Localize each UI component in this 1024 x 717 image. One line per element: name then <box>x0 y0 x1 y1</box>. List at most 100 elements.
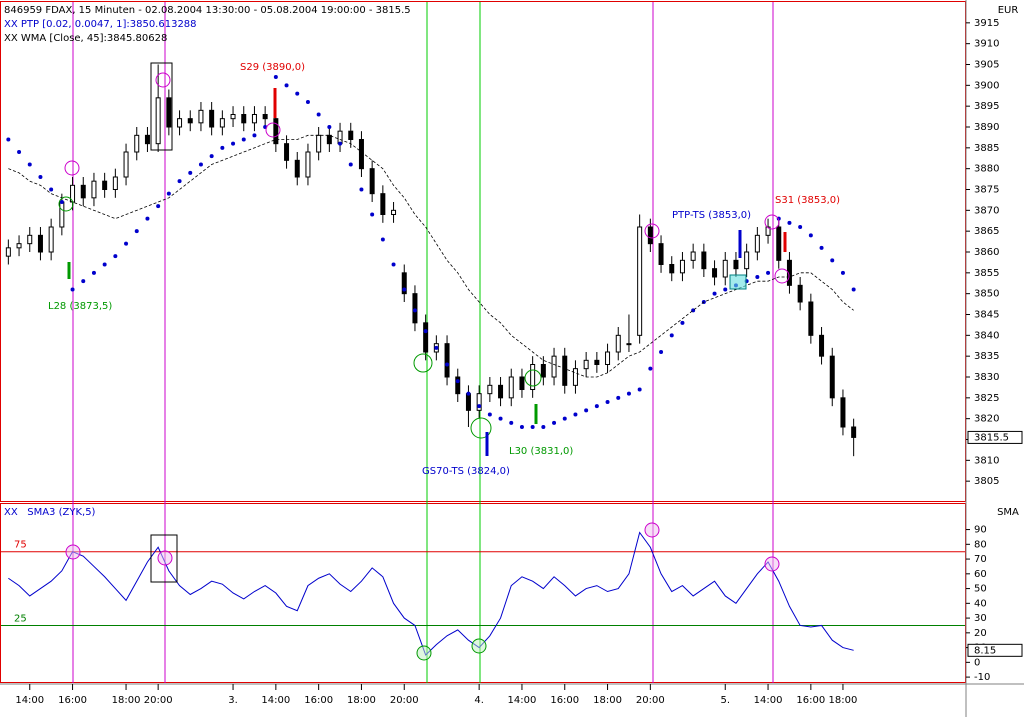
y-tick-label: 3900 <box>974 80 999 91</box>
candle-body <box>840 397 846 428</box>
ptp-dot <box>798 225 803 229</box>
candle-body <box>284 143 290 161</box>
oscillator-line <box>8 531 854 656</box>
candle-body <box>251 114 257 124</box>
candle-body <box>262 114 268 120</box>
candle-body <box>658 243 664 266</box>
candle-body <box>615 334 621 353</box>
bottom-circle <box>58 196 74 212</box>
y-tick-label: 3805 <box>974 476 999 487</box>
ptp-dot <box>616 395 621 400</box>
y-tick-label: 3885 <box>974 143 999 154</box>
ptp-dot <box>819 245 824 250</box>
highlight-box <box>150 534 178 583</box>
x-tick-label: 14:00 <box>15 695 44 706</box>
y-tick-label: 3850 <box>974 289 999 300</box>
candle-body <box>412 293 418 324</box>
ptp-dot <box>402 287 407 292</box>
candle-body <box>123 151 129 178</box>
legend-entry: XX PTP [0.02, 0.0047, 1]:3850.613288 <box>4 19 197 30</box>
candle-body <box>391 209 397 215</box>
x-tick-label: 14:00 <box>754 695 783 706</box>
ptp-dot <box>124 241 129 246</box>
ptp-dot <box>498 416 503 421</box>
x-tick-label: 18:00 <box>347 695 376 706</box>
candle-body <box>819 334 825 357</box>
ptp-dot <box>766 270 771 275</box>
candle-body <box>187 118 193 124</box>
ptp-dot <box>17 150 22 154</box>
candle-body <box>519 376 525 390</box>
candle-body <box>80 184 86 199</box>
y-tick-label: 3915 <box>974 18 999 29</box>
ptp-dot <box>712 291 717 296</box>
x-tick-label: 16:00 <box>550 695 579 706</box>
ptp-dot <box>530 425 535 429</box>
candle-body <box>219 118 225 128</box>
candle-body <box>605 351 611 365</box>
x-tick-label: 14:00 <box>508 695 537 706</box>
ptp-dot <box>626 391 631 396</box>
y-tick-label: 3855 <box>974 268 999 279</box>
candle-body <box>112 176 118 190</box>
ptp-dot <box>584 408 589 413</box>
y-tick-label: 3810 <box>974 455 999 466</box>
level-label: 75 <box>14 540 27 551</box>
candle-body <box>808 301 814 336</box>
level-label: 25 <box>14 613 27 624</box>
candle-body <box>37 234 43 253</box>
top-circle <box>64 160 80 176</box>
candle-body <box>326 134 332 145</box>
ptp-dot <box>552 420 557 425</box>
ptp-dot <box>519 425 524 429</box>
ptp-dot <box>445 362 450 367</box>
ptp-dot <box>241 137 246 142</box>
ptp-dot <box>605 400 610 404</box>
candle-body <box>358 139 364 170</box>
ptp-dot <box>134 229 139 234</box>
candle-body <box>294 159 300 178</box>
annotation: GS70-TS (3824,0) <box>422 466 510 477</box>
ptp-dot <box>113 254 118 259</box>
ptp-dot <box>338 141 343 146</box>
current-value-box <box>967 643 1023 657</box>
ptp-dot <box>477 404 482 409</box>
top-circle <box>65 544 81 560</box>
top-circle <box>157 550 173 566</box>
candle-body <box>583 359 589 370</box>
ptp-dot <box>295 91 300 96</box>
ptp-dot <box>209 154 214 159</box>
x-tick-label: 4. <box>474 695 484 706</box>
candle-body <box>348 130 354 141</box>
current-value-box <box>967 430 1023 444</box>
candle-body <box>797 284 803 303</box>
legend-entry: XX WMA [Close, 45]:3845.80628 <box>4 33 167 44</box>
ptp-dot <box>659 350 664 354</box>
candle-body <box>637 226 643 336</box>
y-tick-label: 3860 <box>974 247 999 258</box>
ptp-dot <box>27 162 32 167</box>
bottom-circle <box>416 645 432 661</box>
y-tick-label: 90 <box>974 525 987 536</box>
y-tick-label: -10 <box>974 672 990 683</box>
ptp-dot <box>273 75 278 79</box>
wma-line <box>8 134 854 378</box>
current-value: 8.15 <box>974 645 996 656</box>
candle-body <box>401 272 407 295</box>
ptp-dot <box>562 416 567 421</box>
candle-body <box>572 368 578 386</box>
ptp-dot <box>830 258 835 263</box>
candle-body <box>498 384 504 399</box>
y-tick-label: 3895 <box>974 101 999 112</box>
ptp-dot <box>851 287 856 292</box>
ptp-dot <box>840 270 845 275</box>
candle-body <box>380 193 386 216</box>
axis-unit: EUR <box>998 5 1019 16</box>
candle-body <box>562 355 568 386</box>
plot: 3805381038153820382538303835384038453850… <box>1 18 1023 706</box>
candle-body <box>27 234 33 245</box>
x-tick-label: 5. <box>720 695 730 706</box>
candle-body <box>155 97 161 145</box>
ptp-dot <box>102 262 107 267</box>
y-tick-label: 3910 <box>974 39 999 50</box>
